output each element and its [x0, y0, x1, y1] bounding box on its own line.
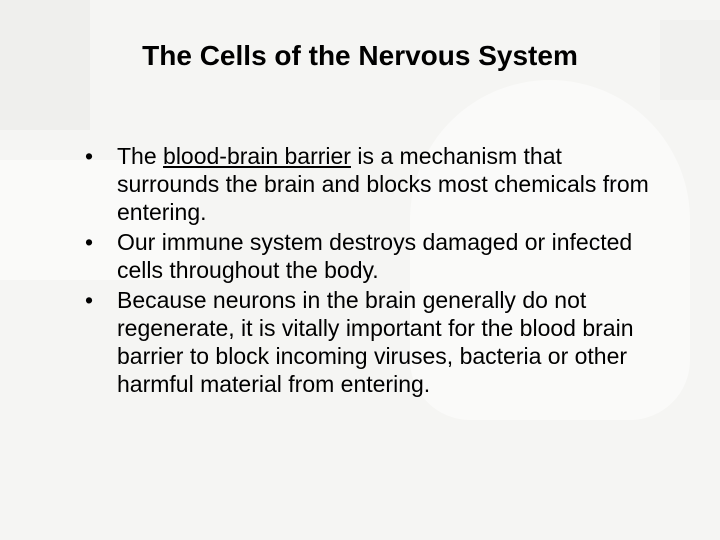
bullet-text-rest: Because neurons in the brain generally d…: [117, 287, 634, 397]
bullet-underlined-term: blood-brain barrier: [163, 143, 351, 169]
slide-container: The Cells of the Nervous System The bloo…: [0, 0, 720, 540]
slide-title: The Cells of the Nervous System: [55, 40, 665, 72]
bullet-list: The blood-brain barrier is a mechanism t…: [55, 142, 665, 398]
bullet-item: Because neurons in the brain generally d…: [85, 286, 665, 398]
bullet-text-rest: Our immune system destroys damaged or in…: [117, 229, 632, 283]
bullet-item: Our immune system destroys damaged or in…: [85, 228, 665, 284]
bullet-text-prefix: The: [117, 143, 163, 169]
bullet-item: The blood-brain barrier is a mechanism t…: [85, 142, 665, 226]
